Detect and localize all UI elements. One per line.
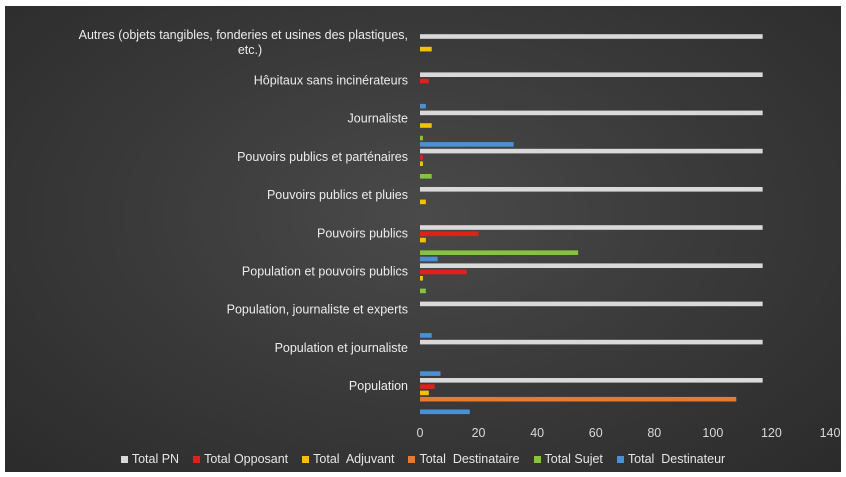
legend-label: Total PN (132, 452, 179, 466)
x-tick-label: 100 (702, 426, 723, 440)
category-label: Pouvoirs publics et parténaires (237, 150, 408, 164)
legend-swatch (408, 456, 415, 463)
bar (420, 250, 578, 255)
bar (420, 289, 426, 294)
legend-item: Total Adjuvant (302, 452, 394, 466)
bar (420, 142, 514, 147)
legend-label: Total Opposant (204, 452, 288, 466)
category-label: etc.) (238, 43, 262, 57)
category-label: Autres (objets tangibles, fonderies et u… (79, 28, 408, 42)
legend-swatch (121, 456, 128, 463)
bar (420, 232, 479, 237)
bar (420, 47, 432, 52)
legend-swatch (617, 456, 624, 463)
x-tick-label: 120 (761, 426, 782, 440)
bar (420, 111, 763, 116)
bar (420, 302, 763, 307)
category-label: Population et journaliste (275, 341, 408, 355)
legend-item: Total Destinataire (408, 452, 519, 466)
bar (420, 333, 432, 338)
category-label: Population et pouvoirs publics (242, 264, 408, 278)
bar (420, 340, 763, 345)
legend-item: Total Destinateur (617, 452, 725, 466)
bar (420, 123, 432, 128)
legend-label: Total Destinataire (419, 452, 519, 466)
bar-chart: Population Population et journaliste Popul… (5, 6, 841, 472)
bar (420, 200, 426, 205)
bar (420, 155, 423, 160)
x-tick-label: 80 (647, 426, 661, 440)
legend-item: Total Sujet (534, 452, 603, 466)
legend-swatch (534, 456, 541, 463)
x-tick-label: 60 (589, 426, 603, 440)
bar (420, 161, 423, 166)
category-label: Pouvoirs publics (317, 226, 408, 240)
category-label: Journaliste (348, 112, 408, 126)
legend-label: Total Adjuvant (313, 452, 394, 466)
x-tick-label: 0 (417, 426, 424, 440)
bar (420, 410, 470, 415)
bar (420, 79, 429, 84)
bar (420, 174, 432, 179)
bar (420, 72, 763, 77)
legend-swatch (302, 456, 309, 463)
legend-label: Total Sujet (545, 452, 603, 466)
category-label: Pouvoirs publics et pluies (267, 188, 408, 202)
bar (420, 257, 438, 262)
legend-item: Total Opposant (193, 452, 288, 466)
bar (420, 149, 763, 154)
legend-swatch (193, 456, 200, 463)
x-tick-label: 20 (472, 426, 486, 440)
bar (420, 225, 763, 230)
category-label: Population, journaliste et experts (227, 303, 408, 317)
bar (420, 397, 736, 402)
category-label: Population (349, 379, 408, 393)
bar (420, 371, 441, 376)
bar (420, 104, 426, 109)
chart-plot-area: Population Population et journaliste Popul… (5, 6, 841, 472)
bar (420, 276, 423, 281)
category-label: Hôpitaux sans incinérateurs (254, 73, 408, 87)
bar (420, 391, 429, 396)
bar (420, 34, 763, 39)
legend-label: Total Destinateur (628, 452, 725, 466)
bar (420, 263, 763, 268)
x-tick-label: 140 (820, 426, 841, 440)
bar (420, 384, 435, 389)
x-tick-label: 40 (530, 426, 544, 440)
legend-item: Total PN (121, 452, 179, 466)
bar (420, 378, 763, 383)
chart-legend: Total PN Total Opposant Total Adjuvant Tota… (0, 452, 846, 466)
bar (420, 238, 426, 243)
bar (420, 270, 467, 275)
bar (420, 136, 423, 141)
bar (420, 187, 763, 192)
